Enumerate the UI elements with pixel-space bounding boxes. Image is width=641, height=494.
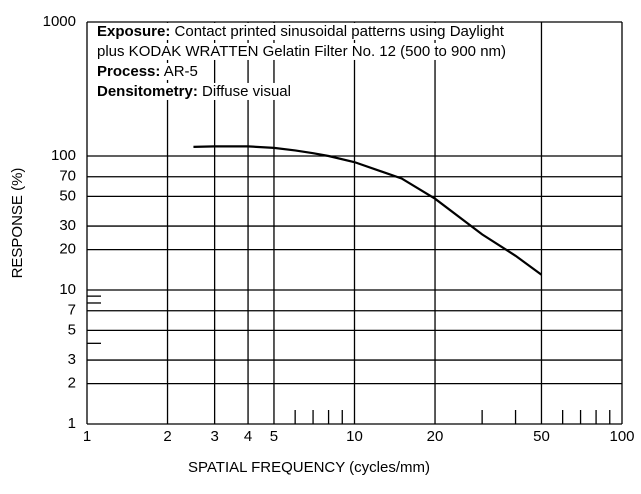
x-tick-label: 3 xyxy=(210,428,218,445)
annotation: Densitometry: Diffuse visual xyxy=(97,83,291,100)
annotation-text: AR-5 xyxy=(164,63,198,80)
x-tick-label: 2 xyxy=(163,428,171,445)
y-axis-label: RESPONSE (%) xyxy=(9,168,26,279)
x-tick-label: 5 xyxy=(270,428,278,445)
annotation: plus KODAK WRATTEN Gelatin Filter No. 12… xyxy=(97,43,506,60)
data-line xyxy=(193,145,543,276)
annotation-text: Diffuse visual xyxy=(202,83,291,100)
annotation-label: Process: xyxy=(97,63,160,80)
y-tick-label: 70 xyxy=(59,168,76,185)
annotation: Exposure: Contact printed sinusoidal pat… xyxy=(97,23,505,40)
y-tick-label: 30 xyxy=(59,217,76,234)
annotation-background xyxy=(95,82,293,100)
marks xyxy=(193,145,543,276)
y-tick-label: 100 xyxy=(51,147,76,164)
x-tick-label: 4 xyxy=(244,428,252,445)
y-tick-label: 10 xyxy=(59,281,76,298)
y-tick-label: 3 xyxy=(68,351,76,368)
y-tick-label: 1000 xyxy=(43,13,76,30)
x-tick-label: 20 xyxy=(427,428,444,445)
annotation-text: Contact printed sinusoidal patterns usin… xyxy=(175,23,505,40)
y-tick-label: 20 xyxy=(59,241,76,258)
annotation-background xyxy=(95,42,509,60)
y-tick-label: 2 xyxy=(68,375,76,392)
y-tick-label: 7 xyxy=(68,302,76,319)
annotation-background xyxy=(95,22,507,40)
annotation-label: Exposure: xyxy=(97,23,170,40)
x-axis-label: SPATIAL FREQUENCY (cycles/mm) xyxy=(188,459,430,476)
annotation: Process: AR-5 xyxy=(97,63,198,80)
x-tick-label: 10 xyxy=(346,428,363,445)
x-tick-label: 100 xyxy=(609,428,634,445)
y-tick-label: 5 xyxy=(68,321,76,338)
y-tick-label: 1 xyxy=(68,415,76,432)
annotation-background xyxy=(95,62,200,80)
annotation-label: Densitometry: xyxy=(97,83,198,100)
annotations: Exposure: Contact printed sinusoidal pat… xyxy=(95,22,509,100)
grid xyxy=(86,21,623,425)
x-tick-label: 50 xyxy=(533,428,550,445)
annotation-text: plus KODAK WRATTEN Gelatin Filter No. 12… xyxy=(97,43,506,60)
y-tick-label: 50 xyxy=(59,187,76,204)
x-tick-label: 1 xyxy=(83,428,91,445)
